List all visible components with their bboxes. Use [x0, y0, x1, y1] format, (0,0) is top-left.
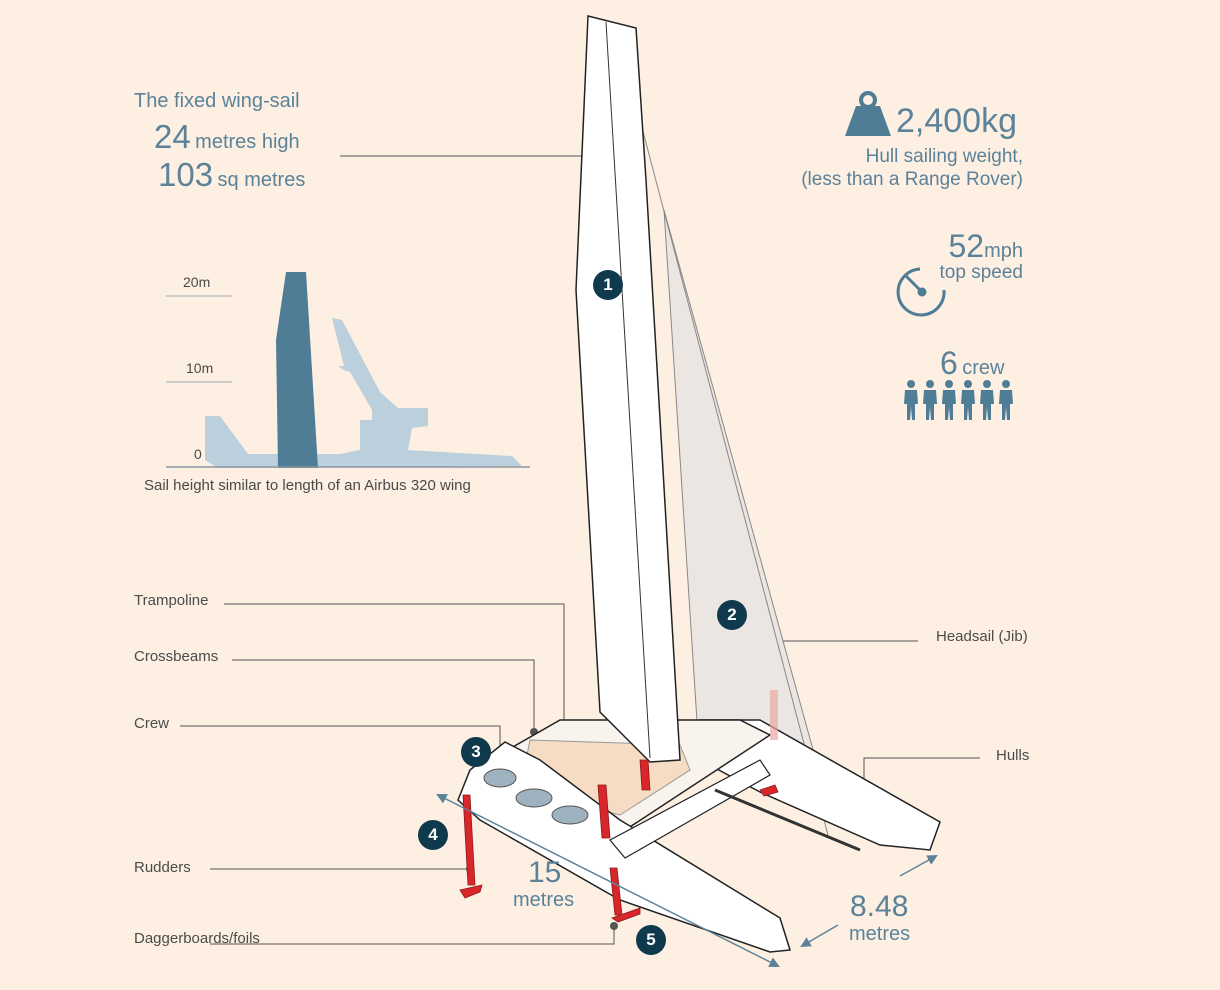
speed-unit: mph [984, 240, 1023, 262]
crew-value: 6 [940, 345, 958, 381]
label-crew: Crew [134, 715, 170, 732]
person-icon [999, 380, 1013, 420]
tick-10m: 10m [186, 360, 214, 376]
person-icon [961, 380, 975, 420]
wingsail-height-value: 24 [154, 118, 191, 155]
marker-3: 3 [461, 737, 491, 767]
airbus-silhouette [205, 318, 522, 468]
length-value: 15 [528, 856, 562, 889]
marker-2: 2 [717, 600, 747, 630]
tick-20m: 20m [183, 274, 211, 290]
wingsail-area: 103 sq metres [158, 156, 305, 194]
length-unit: metres [513, 889, 575, 911]
marker-1: 1 [593, 270, 623, 300]
speed-label: top speed [939, 262, 1023, 283]
label-daggerboards: Daggerboards/foils [134, 930, 260, 947]
crew-count: 6 crew [940, 345, 1004, 382]
label-rudders: Rudders [134, 859, 191, 876]
wingsail-title: The fixed wing-sail [134, 90, 300, 112]
weight-line1: Hull sailing weight, [865, 146, 1023, 167]
width-arrow-right [899, 854, 938, 877]
label-trampoline: Trampoline [134, 592, 209, 609]
width-unit: metres [849, 923, 911, 945]
speed-value: 52mph [949, 228, 1024, 265]
label-headsail: Headsail (Jib) [936, 628, 1028, 645]
length-arrow [436, 794, 780, 967]
weight-icon [845, 91, 891, 136]
width-value: 8.48 [850, 890, 909, 923]
wingsail-area-value: 103 [158, 156, 214, 193]
person-icon [942, 380, 956, 420]
person-icon [980, 380, 994, 420]
label-crossbeams: Crossbeams [134, 648, 219, 665]
comparison-chart [166, 272, 530, 468]
headsail-jib [663, 209, 821, 776]
person-icon [904, 380, 918, 420]
marker-5: 5 [636, 925, 666, 955]
person-icon [923, 380, 937, 420]
crew-label: crew [962, 357, 1005, 379]
wingsail-height-unit: metres high [195, 131, 300, 153]
wingsail-area-unit: sq metres [217, 169, 306, 191]
label-hulls: Hulls [996, 747, 1030, 764]
sail-silhouette [276, 272, 318, 468]
tick-0: 0 [194, 446, 202, 462]
marker-4: 4 [418, 820, 448, 850]
crew-icons [903, 380, 1017, 427]
comparison-caption: Sail height similar to length of an Airb… [144, 477, 471, 494]
wingsail-height: 24 metres high [154, 118, 300, 156]
weight-value: 2,400kg [896, 102, 1017, 140]
speedometer-icon [896, 267, 946, 317]
weight-line2: (less than a Range Rover) [801, 169, 1023, 190]
speed-number: 52 [948, 228, 985, 264]
width-arrow-left [800, 924, 839, 948]
